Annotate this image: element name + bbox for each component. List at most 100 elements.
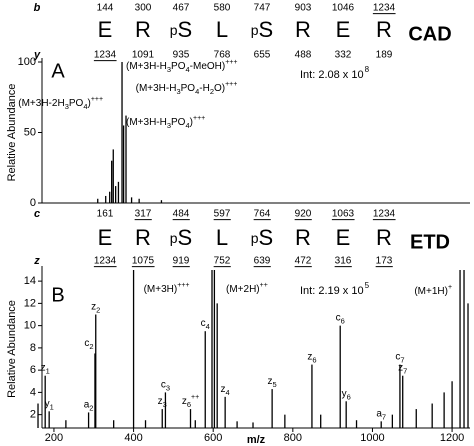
y-tick-label: 10 xyxy=(24,320,36,332)
y-tick-label: 4 xyxy=(30,386,36,398)
peak-label: c4 xyxy=(201,318,210,332)
fragment-mass: 1234 xyxy=(94,50,117,61)
fragment-mass: 472 xyxy=(295,256,312,267)
residue: R xyxy=(295,225,311,250)
fragment-mass: 144 xyxy=(97,3,114,14)
residue: E xyxy=(336,225,351,250)
peak-label: c6 xyxy=(336,312,345,326)
intensity-exponent: 8 xyxy=(365,65,370,74)
y-axis-label: Relative Abundance xyxy=(6,84,18,182)
residue: E xyxy=(336,17,351,42)
y-tick-label: 0 xyxy=(30,197,36,209)
fragment-mass: 920 xyxy=(295,209,312,220)
peak-label: y6 xyxy=(342,388,351,402)
y-tick-label: 14 xyxy=(24,275,36,287)
fragment-mass: 484 xyxy=(173,209,190,220)
fragment-mass: 1075 xyxy=(132,256,155,267)
peak-label: (M+3H-2H3PO4)+++ xyxy=(18,96,103,111)
residue: L xyxy=(216,225,228,250)
peak-label: a7 xyxy=(376,408,386,422)
fragment-mass: 1234 xyxy=(373,209,396,220)
fragment-mass: 655 xyxy=(254,50,271,61)
panel-letter: B xyxy=(51,284,64,306)
x-tick-label: 200 xyxy=(45,432,63,444)
peak-label: c3 xyxy=(161,379,170,393)
peak-label: (M+3H-H3PO4-H2O)+++ xyxy=(136,81,238,96)
residue: pS xyxy=(170,225,192,250)
peak-label: (M+3H-H3PO4-MeOH)+++ xyxy=(126,59,237,74)
fragment-mass: 161 xyxy=(97,209,114,220)
y-tick-label: 6 xyxy=(30,364,36,376)
fragment-mass: 935 xyxy=(173,50,190,61)
fragment-mass: 903 xyxy=(295,3,312,14)
y-tick-label: 12 xyxy=(24,297,36,309)
residue: R xyxy=(135,17,151,42)
x-tick-label: 600 xyxy=(204,432,222,444)
fragment-mass: 597 xyxy=(214,209,231,220)
intensity: Int: 2.08 x 10 xyxy=(300,69,364,81)
y-tick-label: 50 xyxy=(24,126,36,138)
peak-label: (M+3H)+++ xyxy=(144,282,190,294)
residue: R xyxy=(135,225,151,250)
intensity-exponent: 5 xyxy=(365,281,370,290)
peak-label: z1 xyxy=(41,362,50,376)
residue: R xyxy=(376,17,392,42)
peak-label: c2 xyxy=(84,338,93,352)
fragment-mass: 747 xyxy=(254,3,271,14)
fragment-mass: 764 xyxy=(254,209,271,220)
panel-letter: A xyxy=(51,60,65,82)
fragment-mass: 317 xyxy=(135,209,152,220)
residue: pS xyxy=(170,17,192,42)
fragment-mass: 1234 xyxy=(94,256,117,267)
x-tick-label: 1000 xyxy=(360,432,384,444)
peak-label: z7 xyxy=(398,362,407,376)
fragment-mass: 316 xyxy=(335,256,352,267)
x-tick-label: 1200 xyxy=(440,432,464,444)
peak-label: z6++ xyxy=(182,394,199,409)
peak-label: z6 xyxy=(307,351,316,365)
residue: E xyxy=(98,225,113,250)
fragment-mass: 768 xyxy=(214,50,231,61)
peak-label: z3 xyxy=(158,396,167,410)
method: ETD xyxy=(410,231,450,253)
residue: L xyxy=(216,17,228,42)
fragment-mass: 300 xyxy=(135,3,152,14)
ion-type: c xyxy=(34,208,40,220)
peak-label: z2 xyxy=(91,301,100,315)
fragment-mass: 1234 xyxy=(373,3,396,14)
fragment-mass: 488 xyxy=(295,50,312,61)
method: CAD xyxy=(408,23,451,45)
peak-label: c7 xyxy=(395,351,404,365)
peak-label: (M+2H)++ xyxy=(226,282,268,294)
fragment-mass: 752 xyxy=(214,256,231,267)
peak-label: y1 xyxy=(45,398,54,412)
y-axis-label: Relative Abundance xyxy=(6,300,18,398)
peak-label: (M+1H)+ xyxy=(414,284,452,296)
fragment-mass: 1046 xyxy=(332,3,355,14)
ion-type: b xyxy=(34,2,41,14)
residue: pS xyxy=(251,17,273,42)
y-tick-label: 8 xyxy=(30,342,36,354)
peak-label: (M+3H-H3PO4)+++ xyxy=(126,115,205,130)
fragment-mass: 332 xyxy=(335,50,352,61)
peak-label: z4 xyxy=(221,383,230,397)
fragment-mass: 189 xyxy=(376,50,393,61)
fragment-mass: 173 xyxy=(376,256,393,267)
residue: pS xyxy=(251,225,273,250)
y-tick-label: 100 xyxy=(18,56,36,68)
residue: R xyxy=(376,225,392,250)
fragment-mass: 639 xyxy=(254,256,271,267)
ion-type: y xyxy=(33,49,41,61)
y-tick-label: 2 xyxy=(30,409,36,421)
fragment-mass: 919 xyxy=(173,256,190,267)
x-tick-label: 800 xyxy=(284,432,302,444)
fragment-mass: 467 xyxy=(173,3,190,14)
intensity: Int: 2.19 x 10 xyxy=(300,285,364,297)
fragment-mass: 580 xyxy=(214,3,231,14)
fragment-mass: 1091 xyxy=(132,50,155,61)
ion-type: z xyxy=(33,255,40,267)
fragment-mass: 1063 xyxy=(332,209,355,220)
residue: R xyxy=(295,17,311,42)
x-axis-label: m/z xyxy=(247,434,266,446)
